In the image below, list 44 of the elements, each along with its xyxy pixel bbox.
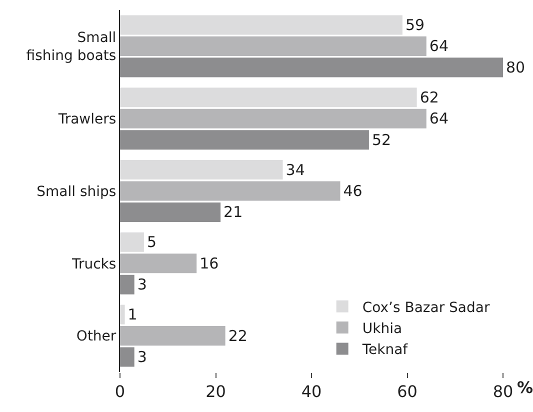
- bar: [120, 232, 144, 252]
- x-tick-label: 80: [492, 382, 514, 402]
- data-label: 34: [286, 160, 305, 179]
- bar: [120, 130, 369, 150]
- data-label: 21: [224, 203, 243, 222]
- y-tick-label: Small ships: [36, 184, 116, 200]
- data-label: 3: [137, 276, 147, 294]
- data-label: 5: [146, 233, 156, 252]
- bar: [120, 108, 426, 128]
- data-label: 16: [200, 254, 219, 272]
- data-label: 80: [506, 58, 526, 76]
- data-label: 22: [228, 326, 248, 345]
- legend-label: Cox’s Bazar Sadar: [362, 300, 490, 316]
- y-tick-label: Trawlers: [57, 112, 116, 128]
- y-tick-label: Small fishing boats: [26, 30, 116, 64]
- data-label: 1: [128, 306, 138, 324]
- data-label: 62: [420, 88, 439, 106]
- bar: [120, 347, 134, 367]
- bar: [120, 202, 221, 222]
- bar: [120, 58, 503, 78]
- bar: [120, 36, 426, 56]
- x-tick-label: 40: [301, 382, 322, 402]
- data-label: 46: [343, 182, 362, 200]
- bar: [120, 326, 226, 346]
- bar: [120, 304, 125, 324]
- data-label: 3: [137, 348, 147, 366]
- x-tick-label: 0: [114, 382, 126, 402]
- data-label: 64: [429, 37, 448, 56]
- data-label: 64: [429, 110, 448, 128]
- legend-label: Ukhia: [362, 321, 402, 338]
- x-axis-title: %: [517, 378, 533, 397]
- legend-label: Teknaf: [361, 342, 409, 358]
- bar: [120, 15, 402, 35]
- y-tick-label: Trucks: [70, 256, 116, 272]
- bar: [120, 274, 134, 294]
- x-tick-label: 60: [397, 382, 418, 402]
- data-label: 52: [372, 130, 392, 149]
- data-label: 59: [405, 16, 425, 34]
- bar: [120, 254, 197, 274]
- bar: [120, 181, 340, 201]
- x-tick-label: 20: [206, 382, 226, 402]
- bar: [120, 160, 283, 180]
- bar: [120, 88, 417, 108]
- y-tick-label: Other: [76, 328, 116, 345]
